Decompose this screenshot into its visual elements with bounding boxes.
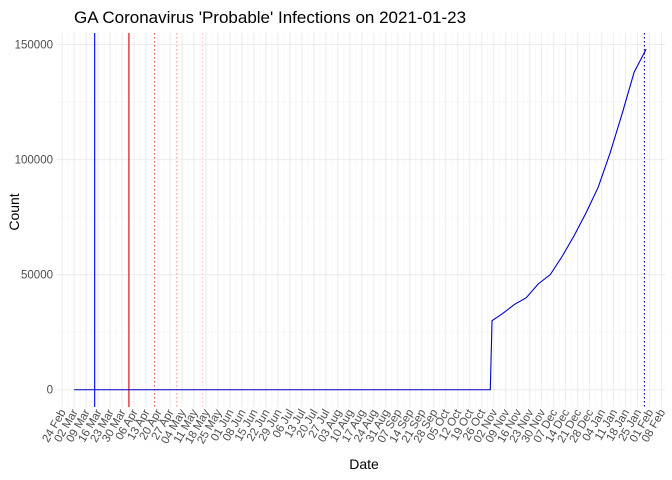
y-axis-title: Count	[6, 193, 22, 230]
y-tick-label: 100000	[15, 155, 53, 167]
y-tick-labels: 0 50000 100000 150000	[15, 40, 53, 397]
y-tick-label: 0	[47, 385, 53, 397]
series-group	[74, 48, 647, 391]
series-line	[74, 48, 647, 391]
chart-title: GA Coronavirus 'Probable' Infections on …	[74, 8, 466, 27]
x-axis-title: Date	[349, 456, 379, 472]
reference-lines	[94, 33, 645, 407]
y-tick-label: 50000	[21, 270, 53, 282]
y-tick-label: 150000	[15, 40, 53, 52]
grid	[57, 33, 665, 407]
